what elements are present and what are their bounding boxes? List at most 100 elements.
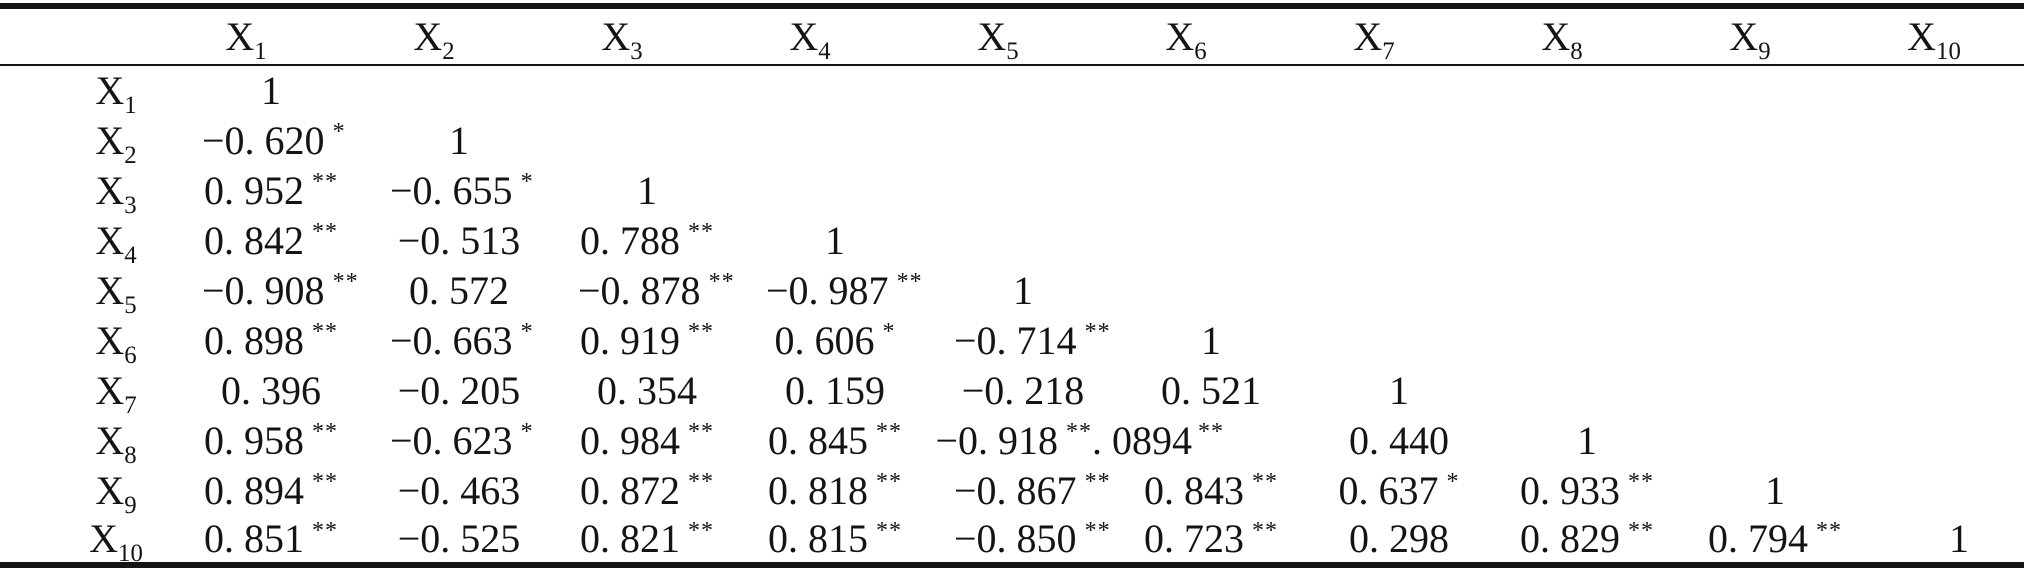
significance-stars: * <box>520 319 534 346</box>
significance-stars: ** <box>1198 419 1224 446</box>
correlation-table: X1 X2 X3 X4 X5 X6 X7 X8 X9 X10 X1 1 X2 −0. 620 * 1 X3 0.… <box>0 3 2024 568</box>
cell-X10-X2: −0. 525 <box>340 515 528 565</box>
cell-X2-X1: −0. 620 * <box>152 115 345 165</box>
cell-X10-X4: 0. 815 ** <box>716 515 904 565</box>
cell-X5-X9 <box>1656 265 1844 315</box>
cell-X4-X9 <box>1656 215 1844 265</box>
cell-X6-X4: 0. 606 * <box>716 315 904 365</box>
significance-stars: ** <box>1628 517 1654 544</box>
correlation-value: −0. 714 <box>954 317 1077 363</box>
significance-stars: ** <box>332 269 359 296</box>
row-header-X4: X4 <box>95 217 137 269</box>
table-row-X2: X2 −0. 620 * 1 <box>0 115 2024 169</box>
correlation-value: 0. 898 <box>204 317 304 363</box>
correlation-value: 0. 723 <box>1144 516 1244 561</box>
row-header-X6: X6 <box>95 317 137 369</box>
col-header-X8: X8 <box>1468 6 1656 66</box>
cell-X9-X7: 0. 637 * <box>1280 465 1468 515</box>
correlation-value: 0. 159 <box>785 367 885 413</box>
cell-X9-X4: 0. 818 ** <box>716 465 904 515</box>
cell-X6-X8 <box>1468 315 1656 365</box>
col-header-X2: X2 <box>340 6 528 66</box>
cell-X2-X2: 1 <box>340 115 528 165</box>
row-header-X3: X3 <box>95 167 137 219</box>
cell-X5-X3: −0. 878 ** <box>528 265 734 315</box>
significance-stars: * <box>520 419 534 446</box>
col-header-X3: X3 <box>528 6 716 66</box>
cell-X4-X7 <box>1280 215 1468 265</box>
cell-X1-X5 <box>904 65 1092 115</box>
correlation-value: 0. 815 <box>768 516 868 561</box>
col-header-X4: X4 <box>716 6 904 66</box>
row-header-X5: X5 <box>95 267 137 319</box>
significance-stars: * <box>1446 469 1460 496</box>
cell-X3-X10 <box>1844 165 2024 215</box>
correlation-value: −0. 850 <box>954 516 1077 561</box>
significance-stars: ** <box>688 219 714 246</box>
cell-X6-X5: −0. 714 ** <box>904 315 1110 365</box>
cell-X7-X7: 1 <box>1280 365 1468 415</box>
cell-X7-X6: 0. 521 <box>1092 365 1280 415</box>
cell-X10-X3: 0. 821 ** <box>528 515 716 565</box>
correlation-value: 1 <box>449 117 469 163</box>
significance-stars: * <box>520 169 534 196</box>
cell-X2-X7 <box>1280 115 1468 165</box>
table-row-X3: X3 0. 952 ** −0. 655 * 1 <box>0 165 2024 219</box>
significance-stars: ** <box>1816 517 1842 544</box>
correlation-value: −0. 663 <box>390 317 513 363</box>
cell-X2-X5 <box>904 115 1092 165</box>
correlation-value: 0. 843 <box>1144 467 1244 513</box>
correlation-value: 0. 354 <box>597 367 697 413</box>
row-header-X9: X9 <box>95 467 137 519</box>
cell-X10-X10: 1 <box>1844 515 2024 565</box>
significance-stars: ** <box>312 469 338 496</box>
cell-X6-X6: 1 <box>1092 315 1280 365</box>
correlation-value: −0. 867 <box>954 467 1077 513</box>
cell-X3-X7 <box>1280 165 1468 215</box>
correlation-value: 0. 829 <box>1520 516 1620 561</box>
cell-X3-X4 <box>716 165 904 215</box>
col-header-X9: X9 <box>1656 6 1844 66</box>
cell-X5-X6 <box>1092 265 1280 315</box>
significance-stars: ** <box>876 419 902 446</box>
cell-X7-X9 <box>1656 365 1844 415</box>
correlation-value: 0. 958 <box>204 417 304 463</box>
table-row-X8: X8 0. 958 ** −0. 623 * 0. 984 ** 0. 845 ** −0. 91… <box>0 415 2024 469</box>
correlation-value: 1 <box>1201 317 1221 363</box>
significance-stars: ** <box>708 269 735 296</box>
cell-X10-X1: 0. 851 ** <box>152 515 340 565</box>
cell-X9-X2: −0. 463 <box>340 465 528 515</box>
cell-X6-X2: −0. 663 * <box>340 315 533 365</box>
row-header-X8: X8 <box>95 417 137 469</box>
significance-stars: ** <box>312 319 338 346</box>
cell-X9-X6: 0. 843 ** <box>1092 465 1280 515</box>
cell-X5-X1: −0. 908 ** <box>152 265 358 315</box>
cell-X2-X3 <box>528 115 716 165</box>
correlation-value: 0. 845 <box>768 417 868 463</box>
significance-stars: ** <box>312 419 338 446</box>
cell-X3-X5 <box>904 165 1092 215</box>
cell-X4-X5 <box>904 215 1092 265</box>
correlation-value: 0. 521 <box>1161 367 1261 413</box>
correlation-value: −0. 463 <box>397 467 521 513</box>
correlation-value: 1 <box>1577 417 1597 463</box>
cell-X6-X9 <box>1656 315 1844 365</box>
cell-X1-X9 <box>1656 65 1844 115</box>
significance-stars: ** <box>688 419 714 446</box>
cell-X2-X4 <box>716 115 904 165</box>
cell-X2-X10 <box>1844 115 2024 165</box>
cell-X1-X6 <box>1092 65 1280 115</box>
correlation-value: 1 <box>1013 267 1033 313</box>
cell-X8-X6: . 0894 ** <box>1092 415 1280 465</box>
cell-X1-X4 <box>716 65 904 115</box>
correlation-value: −0. 655 <box>390 167 513 213</box>
cell-X9-X10 <box>1844 465 2024 515</box>
cell-X7-X8 <box>1468 365 1656 415</box>
row-header-X2: X2 <box>95 117 137 169</box>
correlation-value: −0. 513 <box>397 217 521 263</box>
significance-stars: ** <box>312 169 338 196</box>
table-header: X1 X2 X3 X4 X5 X6 X7 X8 X9 X10 <box>0 6 2024 66</box>
cell-X10-X7: 0. 298 <box>1280 515 1468 565</box>
significance-stars: ** <box>1066 419 1092 446</box>
correlation-value: 0. 894 <box>204 467 304 513</box>
